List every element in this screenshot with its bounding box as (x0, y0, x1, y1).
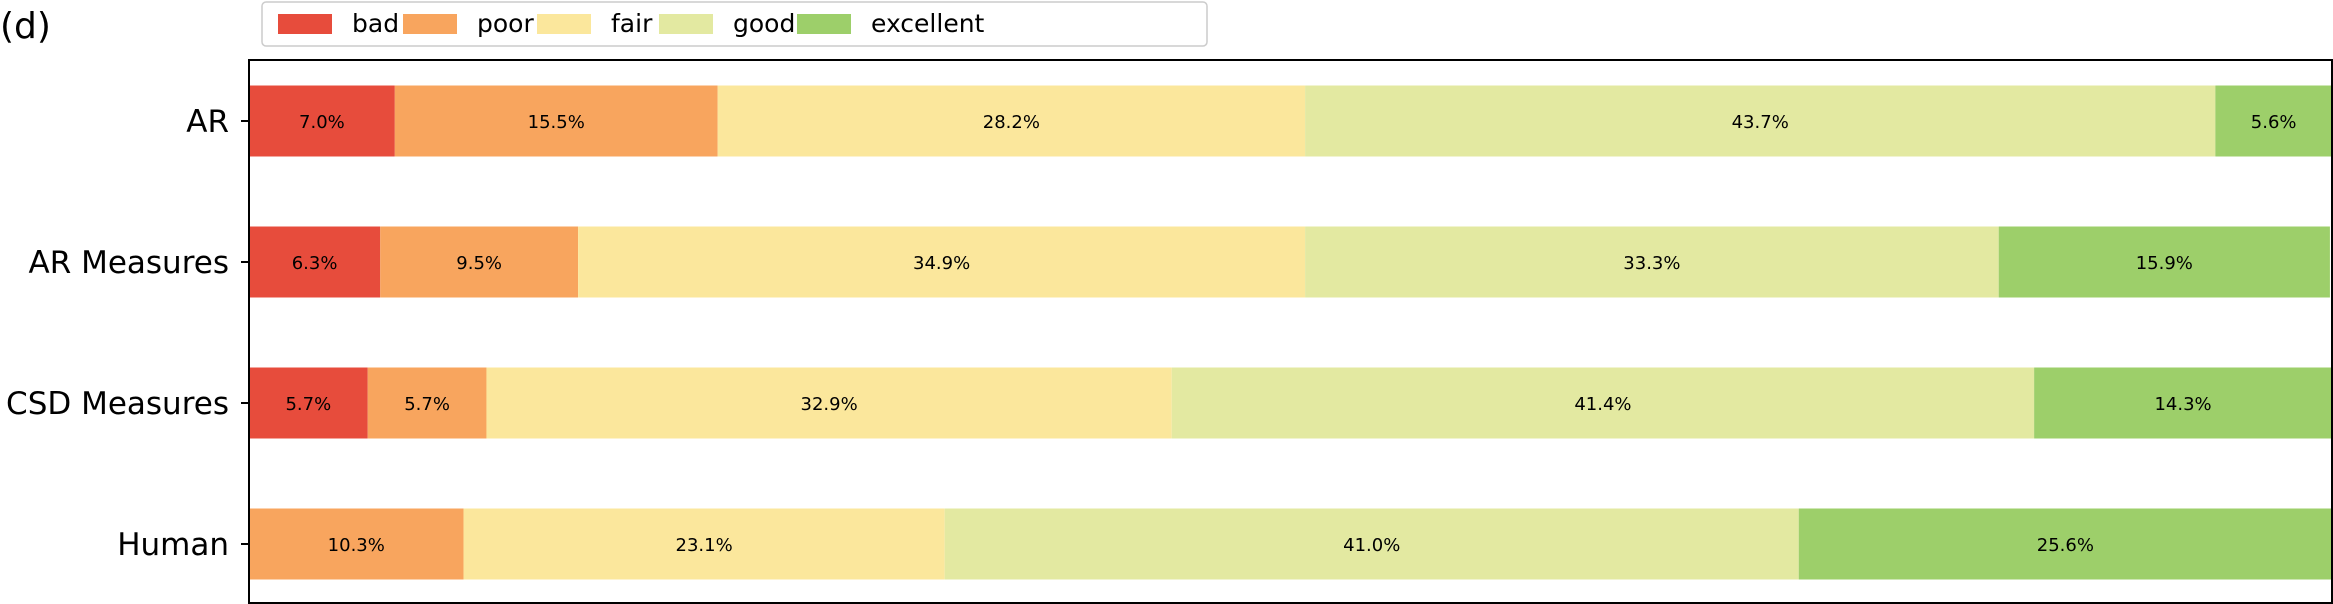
legend-swatch-poor (403, 14, 457, 34)
bar-segment-excellent (2034, 367, 2332, 439)
bar-segment-good (944, 508, 1799, 580)
bar-segment-good (1305, 85, 2216, 157)
bar-segment-bad (249, 367, 368, 439)
legend-swatch-fair (537, 14, 591, 34)
legend-frame (261, 1, 1208, 47)
data-label: 9.5% (456, 253, 502, 274)
data-label: 28.2% (983, 112, 1040, 133)
category-label: Human (117, 527, 229, 563)
legend-swatch-good (659, 14, 713, 34)
data-label: 41.4% (1574, 394, 1631, 415)
data-label: 32.9% (801, 394, 858, 415)
legend-label-bad: bad (352, 9, 399, 38)
legend-label-fair: fair (611, 9, 653, 38)
data-label: 5.7% (285, 394, 331, 415)
data-label: 23.1% (676, 535, 733, 556)
plot-frame (248, 59, 2333, 604)
data-label: 43.7% (1732, 112, 1789, 133)
bar-segment-fair (717, 85, 1306, 157)
data-label: 25.6% (2037, 535, 2094, 556)
bar-segment-fair (486, 367, 1172, 439)
legend-label-good: good (733, 9, 795, 38)
legend-label-excellent: excellent (871, 9, 985, 38)
bar-segment-fair (578, 226, 1306, 298)
data-label: 15.5% (528, 112, 585, 133)
data-label: 15.9% (2136, 253, 2193, 274)
category-label: AR Measures (28, 245, 229, 281)
category-labels: AR AR Measures CSD Measures Human (6, 104, 249, 563)
bar-segment-poor (367, 367, 487, 439)
bar-segment-good (1171, 367, 2035, 439)
bars-group: 7.0% 15.5% 28.2% 43.7% 5.6% 6.3% 9.5% 34.9% 33.3… (249, 85, 2332, 580)
data-label: 41.0% (1343, 535, 1400, 556)
panel-label: (d) (0, 6, 51, 47)
bar-segment-bad (249, 226, 381, 298)
data-label: 5.6% (2251, 112, 2297, 133)
data-label: 7.0% (299, 112, 345, 133)
category-label: CSD Measures (6, 386, 229, 422)
bar-segment-bad (249, 85, 395, 157)
bar-segment-excellent (2215, 85, 2332, 157)
legend: bad poor fair good excellent (261, 1, 1208, 47)
bar-segment-excellent (1798, 508, 2332, 580)
data-label: 34.9% (913, 253, 970, 274)
data-label: 33.3% (1623, 253, 1680, 274)
legend-swatch-excellent (797, 14, 851, 34)
legend-swatch-bad (278, 14, 332, 34)
data-label: 6.3% (292, 253, 338, 274)
bar-segment-excellent (1998, 226, 2330, 298)
data-label: 5.7% (404, 394, 450, 415)
data-label: 14.3% (2154, 394, 2211, 415)
bar-segment-poor (249, 508, 464, 580)
bar-segment-poor (380, 226, 579, 298)
legend-label-poor: poor (477, 9, 534, 38)
data-label: 10.3% (328, 535, 385, 556)
bar-segment-poor (394, 85, 718, 157)
bar-segment-good (1305, 226, 1999, 298)
bar-segment-fair (463, 508, 945, 580)
category-label: AR (186, 104, 229, 140)
